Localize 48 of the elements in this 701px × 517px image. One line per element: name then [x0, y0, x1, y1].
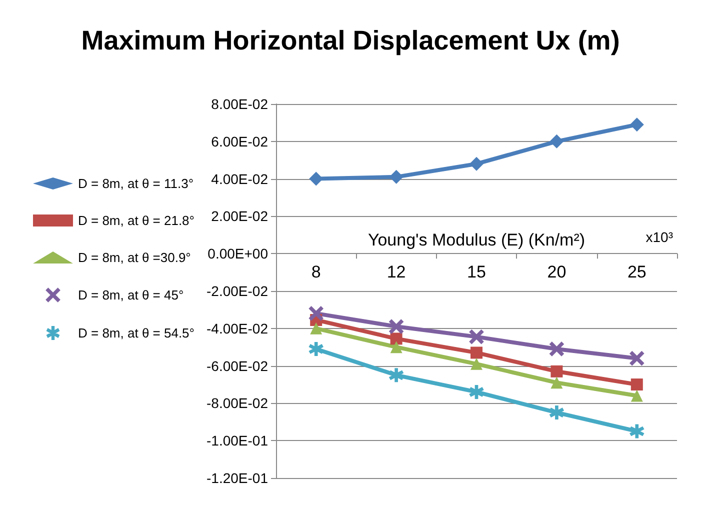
x-tick-label: 15	[467, 262, 486, 282]
point	[470, 156, 484, 171]
y-tick-label: 0.00E+00	[208, 246, 268, 262]
point	[550, 342, 564, 356]
point	[630, 351, 644, 366]
chart-title: Maximum Horizontal Displacement Ux (m)	[81, 26, 620, 56]
point	[470, 358, 482, 370]
point	[630, 390, 643, 402]
y-tick-label: -1.00E-01	[206, 432, 268, 449]
point	[550, 406, 564, 420]
point	[390, 341, 402, 354]
legend-label: D = 8m, at θ = 45°	[78, 288, 184, 302]
x-tick-label: 12	[386, 262, 406, 282]
legend-label: D = 8m, at θ = 21.8°	[78, 213, 194, 228]
point	[550, 134, 564, 148]
point	[390, 332, 402, 345]
point	[470, 346, 482, 359]
point	[630, 378, 643, 390]
point	[389, 368, 404, 382]
y-tick-label: -2.00E-02	[206, 283, 268, 299]
y-tick-label: 8.00E-02	[211, 96, 268, 112]
point	[550, 365, 563, 378]
point	[550, 376, 563, 389]
point	[309, 306, 324, 320]
point	[630, 424, 644, 438]
point	[470, 330, 484, 344]
point	[389, 170, 404, 184]
y-tick-label: -1.20E-01	[206, 470, 268, 486]
y-tick-label: 2.00E-02	[211, 208, 268, 224]
point	[309, 172, 324, 186]
y-tick-label: 6.00E-02	[211, 133, 268, 150]
legend-label: D = 8m, at θ = 54.5°	[78, 326, 194, 340]
point	[389, 320, 404, 334]
point	[310, 322, 322, 334]
annotation: x10³	[646, 229, 674, 245]
y-tick-label: -4.00E-02	[206, 320, 268, 336]
point	[309, 342, 324, 356]
y-tick-label: -8.00E-02	[206, 395, 268, 412]
point	[470, 384, 484, 399]
x-tick-label: 25	[627, 262, 646, 282]
y-tick-label: -6.00E-02	[206, 358, 268, 374]
legend-label: D = 8m, at θ =30.9°	[78, 250, 191, 265]
legend-label: D = 8m, at θ = 11.3°	[78, 176, 194, 191]
x-tick-label: 20	[547, 262, 566, 282]
x-tick-label: 8	[311, 262, 321, 282]
point	[630, 118, 644, 132]
x-axis-title: Young's Modulus (E) (Kn/m²)	[368, 230, 586, 250]
y-tick-label: 4.00E-02	[211, 170, 268, 187]
